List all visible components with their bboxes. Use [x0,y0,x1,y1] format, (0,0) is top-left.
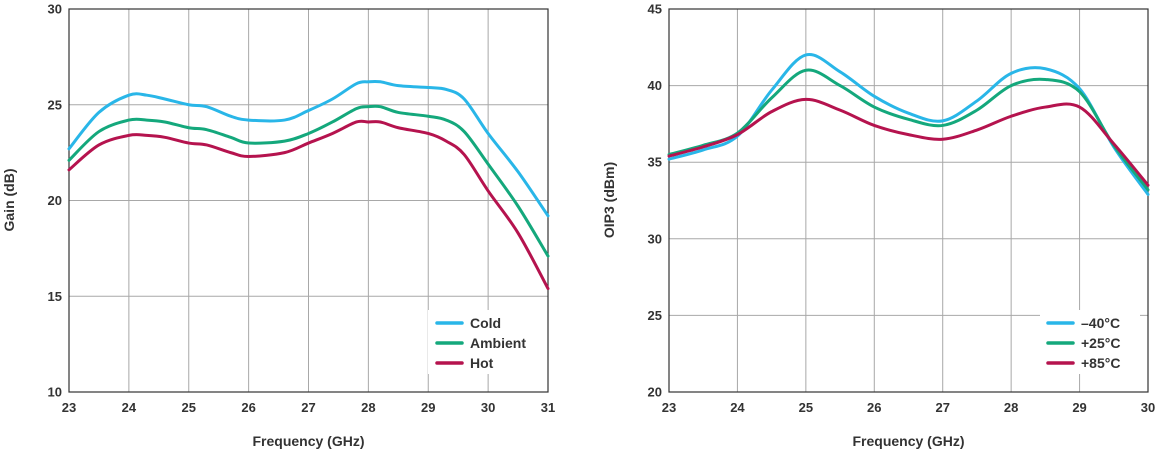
oip3-series-40-c [667,53,1150,196]
gain-series-cold [67,79,550,218]
gain-legend-label: Cold [470,315,501,331]
gain-legend-label: Hot [470,355,494,371]
oip3-ytick-label: 35 [648,155,662,170]
oip3-xtick-label: 25 [799,400,813,415]
oip3-series-25-c [667,68,1150,192]
gain-legend: Cold Ambient Hot [428,310,540,374]
gain-xtick-label: 26 [241,400,255,415]
oip3-plot-frame [668,8,1149,393]
gain-xtick-label: 30 [481,400,495,415]
gain-y-axis-label: Gain (dB) [1,169,17,232]
oip3-ytick-label: 30 [648,231,662,246]
gain-xtick-label: 27 [301,400,315,415]
gain-xtick-label: 23 [62,400,76,415]
oip3-chart: 20 25 30 35 40 45 23 24 25 26 27 28 29 30 Frequency (G… [601,2,1155,450]
oip3-y-axis-label: OIP3 (dBm) [601,162,617,238]
gain-ytick-label: 30 [48,2,62,17]
oip3-legend-label: +25°C [1081,335,1120,351]
oip3-x-axis-label: Frequency (GHz) [852,433,964,449]
gain-chart: 10 15 20 25 30 23 24 25 26 27 28 29 30 31 Frequency (G… [1,2,555,450]
oip3-xtick-label: 24 [730,400,745,415]
gain-ytick-label: 25 [48,97,62,112]
gain-legend-label: Ambient [470,335,526,351]
oip3-ytick-label: 45 [648,2,662,17]
gain-xtick-label: 24 [122,400,137,415]
oip3-xtick-label: 23 [662,400,676,415]
oip3-xtick-label: 28 [1004,400,1018,415]
oip3-xtick-label: 30 [1141,400,1155,415]
gain-ytick-label: 10 [48,385,62,400]
gain-x-axis-label: Frequency (GHz) [252,433,364,449]
gain-series-hot [67,119,550,291]
oip3-series-85-c [667,97,1150,187]
gain-series-ambient [67,104,550,258]
oip3-ytick-label: 20 [648,385,662,400]
gain-xtick-label: 25 [182,400,196,415]
oip3-xtick-label: 27 [935,400,949,415]
gain-ytick-label: 20 [48,193,62,208]
oip3-legend: –40°C +25°C +85°C [1040,310,1140,374]
oip3-legend-label: –40°C [1081,315,1120,331]
gain-xtick-label: 29 [421,400,435,415]
gain-plot-frame [68,8,549,393]
oip3-xtick-label: 26 [867,400,881,415]
oip3-ytick-label: 40 [648,78,662,93]
gain-xtick-label: 31 [541,400,555,415]
gain-xtick-label: 28 [361,400,375,415]
oip3-legend-label: +85°C [1081,355,1120,371]
oip3-ytick-label: 25 [648,308,662,323]
gain-ytick-label: 15 [48,289,62,304]
oip3-xtick-label: 29 [1072,400,1086,415]
